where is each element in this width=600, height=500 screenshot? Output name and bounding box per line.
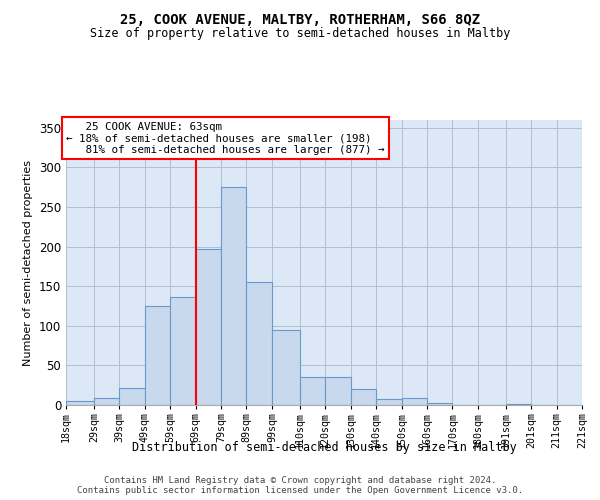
- Bar: [221, 188, 247, 405]
- Bar: [272, 330, 300, 405]
- Y-axis label: Number of semi-detached properties: Number of semi-detached properties: [23, 160, 34, 366]
- Text: Distribution of semi-detached houses by size in Maltby: Distribution of semi-detached houses by …: [131, 441, 517, 454]
- Bar: [300, 378, 325, 405]
- Bar: [94, 398, 119, 405]
- Bar: [145, 306, 170, 405]
- Bar: [427, 404, 452, 405]
- Bar: [325, 378, 350, 405]
- Bar: [582, 404, 600, 405]
- Bar: [350, 389, 376, 405]
- Text: 25 COOK AVENUE: 63sqm
← 18% of semi-detached houses are smaller (198)
   81% of : 25 COOK AVENUE: 63sqm ← 18% of semi-deta…: [66, 122, 385, 155]
- Text: 25, COOK AVENUE, MALTBY, ROTHERHAM, S66 8QZ: 25, COOK AVENUE, MALTBY, ROTHERHAM, S66 …: [120, 12, 480, 26]
- Bar: [119, 388, 145, 405]
- Bar: [506, 404, 531, 405]
- Bar: [170, 296, 196, 405]
- Bar: [401, 398, 427, 405]
- Text: Size of property relative to semi-detached houses in Maltby: Size of property relative to semi-detach…: [90, 28, 510, 40]
- Bar: [247, 282, 272, 405]
- Bar: [196, 249, 221, 405]
- Text: Contains HM Land Registry data © Crown copyright and database right 2024.
Contai: Contains HM Land Registry data © Crown c…: [77, 476, 523, 495]
- Bar: [376, 400, 401, 405]
- Bar: [66, 401, 94, 405]
